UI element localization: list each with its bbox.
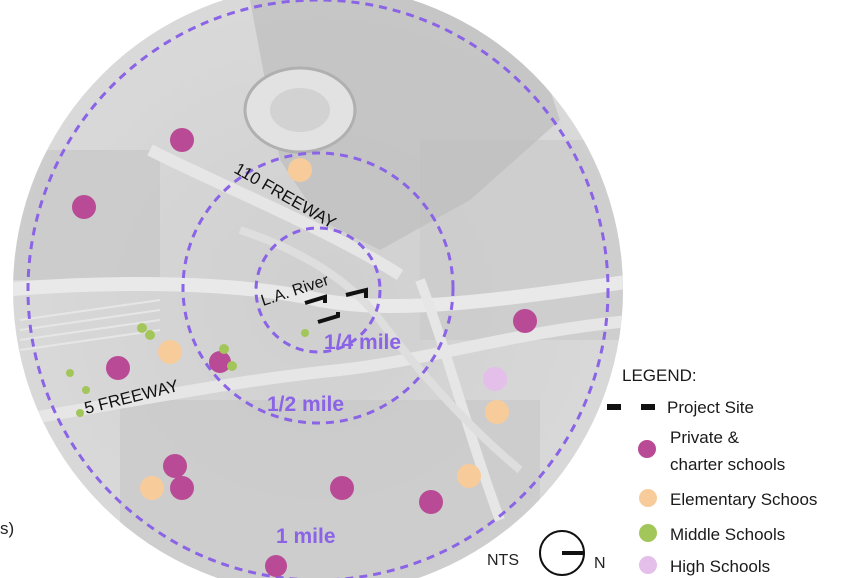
ring-label-one-mile: 1 mile — [276, 525, 336, 548]
ring-label-quarter-mile: 1/4 mile — [324, 331, 401, 354]
distance-rings — [26, 0, 610, 578]
middle-school-marker — [137, 323, 147, 333]
peach-dot-icon — [639, 489, 657, 507]
dashed-line-icon — [607, 404, 655, 410]
elementary-school-marker — [140, 476, 164, 500]
private-school-marker — [106, 356, 130, 380]
ring-one-mile — [26, 0, 610, 578]
high-school-marker — [483, 367, 507, 391]
legend-item-high: High Schools — [670, 557, 770, 576]
legend-item-elementary: Elementary Schoos — [670, 490, 817, 509]
green-dot-icon — [639, 524, 657, 542]
elementary-school-marker — [158, 340, 182, 364]
middle-school-marker — [76, 409, 84, 417]
legend-item-middle: Middle Schools — [670, 525, 785, 544]
scale-label: NTS — [487, 552, 519, 569]
private-school-marker — [72, 195, 96, 219]
private-school-marker — [170, 476, 194, 500]
ring-quarter-mile — [254, 226, 382, 354]
private-school-marker — [330, 476, 354, 500]
project-site-marker — [304, 287, 368, 324]
legend-item-private-line1: Private & — [670, 428, 740, 447]
north-label: N — [594, 555, 606, 572]
legend-item-private-line2: charter schools — [670, 455, 785, 474]
middle-school-marker — [301, 329, 309, 337]
lavender-dot-icon — [639, 556, 657, 574]
north-arrow-icon — [539, 530, 585, 576]
aerial-basemap — [13, 0, 623, 578]
edge-text-fragment: s) — [0, 519, 14, 538]
elementary-school-marker — [288, 158, 312, 182]
middle-school-marker — [145, 330, 155, 340]
private-school-marker — [265, 555, 287, 577]
school-markers — [66, 128, 537, 577]
private-school-marker — [163, 454, 187, 478]
elementary-school-marker — [457, 464, 481, 488]
middle-school-marker — [82, 386, 90, 394]
ring-label-half-mile: 1/2 mile — [267, 393, 344, 416]
ring-half-mile — [181, 151, 455, 425]
private-school-marker — [209, 351, 231, 373]
private-school-marker — [170, 128, 194, 152]
legend-item-project-site: Project Site — [667, 398, 754, 417]
middle-school-marker — [66, 369, 74, 377]
elementary-school-marker — [485, 400, 509, 424]
private-school-marker — [513, 309, 537, 333]
legend: LEGEND: Project Site Private & charter s… — [607, 366, 817, 576]
middle-school-marker — [219, 344, 229, 354]
legend-title: LEGEND: — [622, 366, 697, 385]
middle-school-marker — [227, 361, 237, 371]
private-school-marker — [419, 490, 443, 514]
purple-dot-icon — [638, 440, 656, 458]
